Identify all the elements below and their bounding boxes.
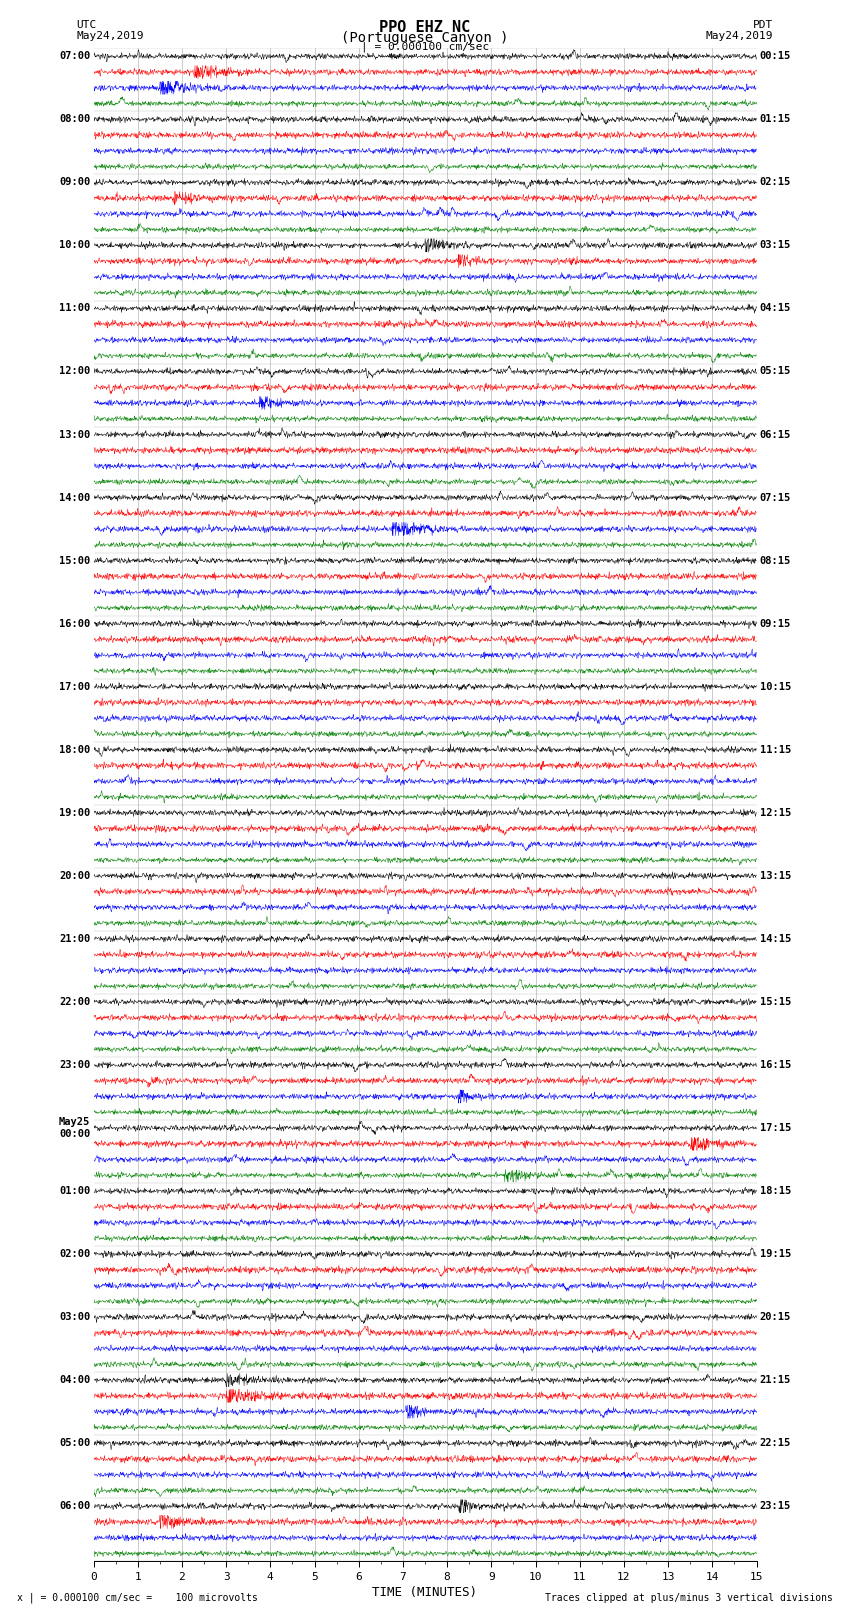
Text: 04:15: 04:15 (760, 303, 791, 313)
Text: 14:00: 14:00 (59, 492, 90, 503)
Text: 05:15: 05:15 (760, 366, 791, 376)
Text: 09:00: 09:00 (59, 177, 90, 187)
Text: 20:00: 20:00 (59, 871, 90, 881)
Text: 03:00: 03:00 (59, 1311, 90, 1323)
Text: 12:00: 12:00 (59, 366, 90, 376)
Text: 19:00: 19:00 (59, 808, 90, 818)
Text: 21:15: 21:15 (760, 1376, 791, 1386)
Text: 07:00: 07:00 (59, 52, 90, 61)
Text: 02:00: 02:00 (59, 1248, 90, 1260)
Text: 22:00: 22:00 (59, 997, 90, 1007)
Text: 20:15: 20:15 (760, 1311, 791, 1323)
Text: 13:15: 13:15 (760, 871, 791, 881)
Text: 14:15: 14:15 (760, 934, 791, 944)
Text: 06:00: 06:00 (59, 1502, 90, 1511)
Text: 17:15: 17:15 (760, 1123, 791, 1132)
Text: 22:15: 22:15 (760, 1439, 791, 1448)
Text: PPO EHZ NC: PPO EHZ NC (379, 19, 471, 35)
Text: | = 0.000100 cm/sec: | = 0.000100 cm/sec (361, 42, 489, 53)
Text: 08:00: 08:00 (59, 115, 90, 124)
Text: 18:15: 18:15 (760, 1186, 791, 1195)
Text: 21:00: 21:00 (59, 934, 90, 944)
Text: 23:00: 23:00 (59, 1060, 90, 1069)
Text: 15:00: 15:00 (59, 555, 90, 566)
Text: 11:15: 11:15 (760, 745, 791, 755)
Text: 04:00: 04:00 (59, 1376, 90, 1386)
Text: 08:15: 08:15 (760, 555, 791, 566)
Text: 11:00: 11:00 (59, 303, 90, 313)
Text: 01:15: 01:15 (760, 115, 791, 124)
Text: (Portuguese Canyon ): (Portuguese Canyon ) (341, 31, 509, 45)
Text: 07:15: 07:15 (760, 492, 791, 503)
Text: UTC: UTC (76, 19, 97, 31)
Text: Traces clipped at plus/minus 3 vertical divisions: Traces clipped at plus/minus 3 vertical … (545, 1594, 833, 1603)
Text: 01:00: 01:00 (59, 1186, 90, 1195)
Text: 03:15: 03:15 (760, 240, 791, 250)
Text: 19:15: 19:15 (760, 1248, 791, 1260)
Text: 12:15: 12:15 (760, 808, 791, 818)
Text: May24,2019: May24,2019 (706, 31, 774, 40)
Text: 02:15: 02:15 (760, 177, 791, 187)
Text: 17:00: 17:00 (59, 682, 90, 692)
Text: 10:15: 10:15 (760, 682, 791, 692)
Text: 16:15: 16:15 (760, 1060, 791, 1069)
Text: May24,2019: May24,2019 (76, 31, 144, 40)
Text: 10:00: 10:00 (59, 240, 90, 250)
Text: 16:00: 16:00 (59, 619, 90, 629)
Text: 23:15: 23:15 (760, 1502, 791, 1511)
Text: 00:15: 00:15 (760, 52, 791, 61)
Text: May25
00:00: May25 00:00 (59, 1118, 90, 1139)
X-axis label: TIME (MINUTES): TIME (MINUTES) (372, 1586, 478, 1598)
Text: PDT: PDT (753, 19, 774, 31)
Text: 09:15: 09:15 (760, 619, 791, 629)
Text: 06:15: 06:15 (760, 429, 791, 439)
Text: 13:00: 13:00 (59, 429, 90, 439)
Text: 15:15: 15:15 (760, 997, 791, 1007)
Text: 18:00: 18:00 (59, 745, 90, 755)
Text: x | = 0.000100 cm/sec =    100 microvolts: x | = 0.000100 cm/sec = 100 microvolts (17, 1592, 258, 1603)
Text: 05:00: 05:00 (59, 1439, 90, 1448)
